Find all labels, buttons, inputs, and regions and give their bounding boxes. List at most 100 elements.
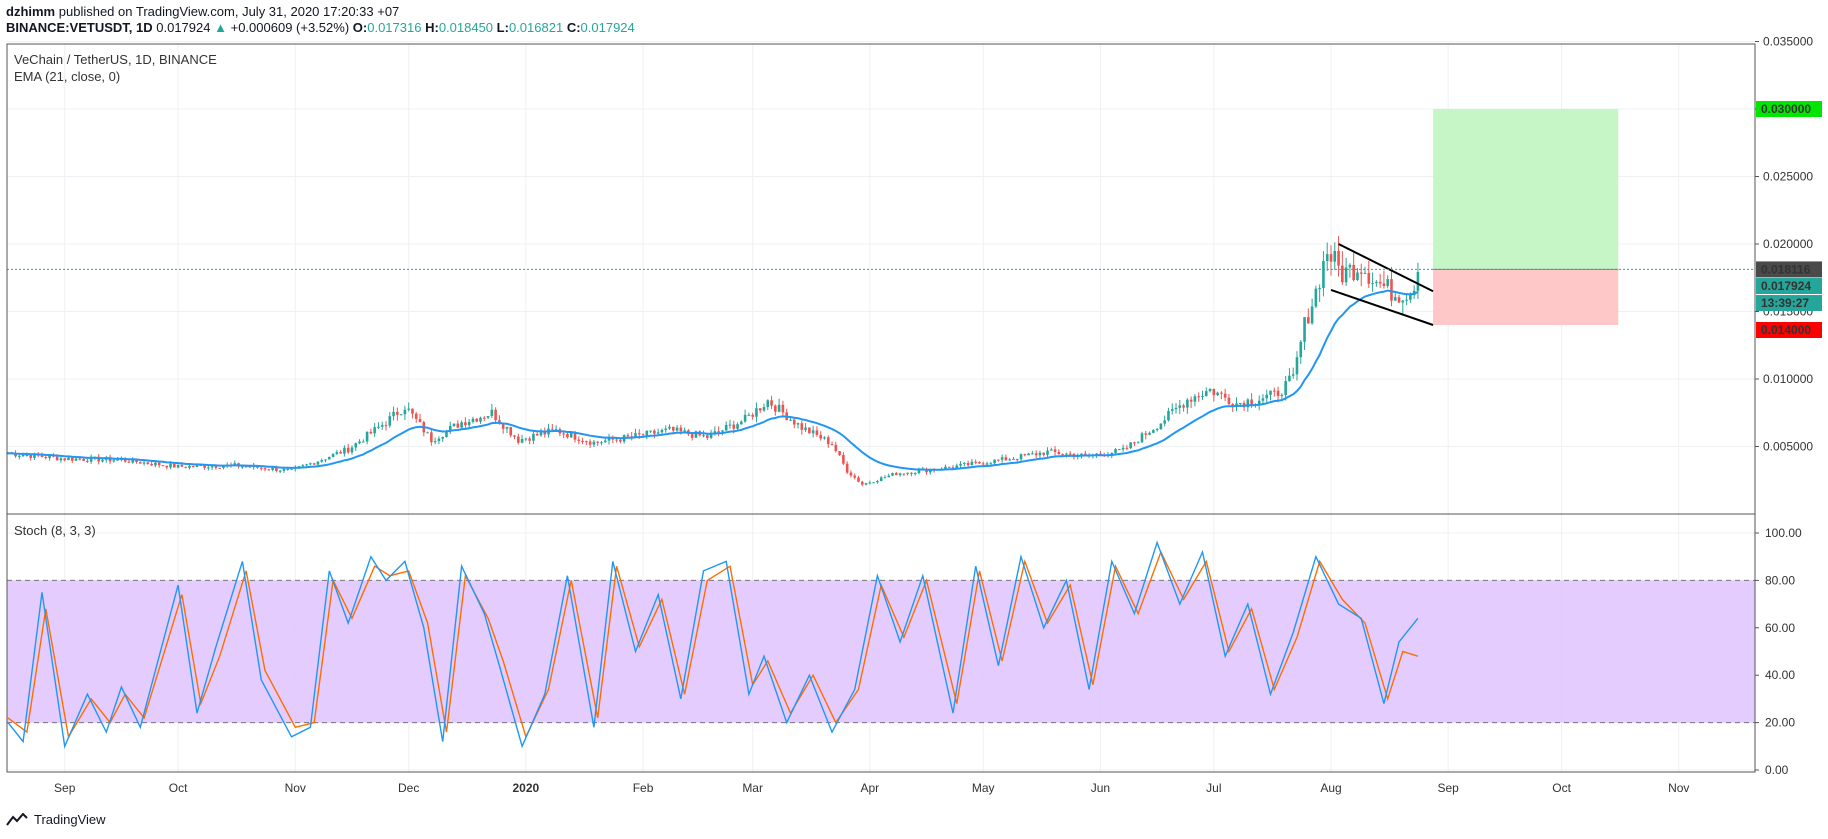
time-tick-label: Aug [1320, 781, 1341, 795]
candle [1008, 459, 1011, 461]
candle [1065, 453, 1068, 455]
candle [951, 467, 955, 469]
candle [275, 467, 278, 472]
candle [883, 477, 887, 479]
candle [615, 439, 618, 441]
time-tick-label: Sep [1438, 781, 1460, 795]
candle [286, 468, 290, 470]
candle [1288, 375, 1291, 382]
candle [641, 434, 645, 436]
candle [282, 468, 286, 471]
candle [1118, 448, 1121, 450]
high-label: H: [425, 20, 439, 35]
candle [947, 466, 951, 468]
candle [1314, 288, 1318, 307]
candle [1140, 433, 1144, 443]
time-tick-label: Jun [1091, 781, 1110, 795]
candle [123, 459, 127, 462]
candle [740, 421, 743, 425]
candle [1148, 432, 1151, 435]
candle [706, 435, 709, 438]
candle [1291, 374, 1295, 376]
candle [1084, 453, 1087, 455]
publish-info: published on TradingView.com, July 31, 2… [58, 4, 400, 19]
candle [906, 472, 909, 474]
candle [278, 470, 282, 472]
candle [1121, 447, 1125, 450]
candle [535, 433, 539, 436]
candle [1371, 283, 1374, 285]
target-zone [1433, 109, 1619, 270]
candle [709, 433, 713, 438]
candle [823, 437, 826, 439]
candle [1337, 250, 1340, 266]
price-axis[interactable]: 0.0050000.0100000.0150000.0200000.025000… [1755, 35, 1813, 454]
candle [89, 456, 93, 462]
candle [70, 457, 74, 461]
candle [1208, 388, 1212, 392]
candle [464, 422, 467, 426]
candle [1099, 453, 1102, 455]
candle [656, 432, 660, 434]
stoch-tick-label: 0.00 [1765, 763, 1789, 777]
candle [1310, 306, 1314, 324]
candle [781, 404, 785, 413]
time-tick-label: May [972, 781, 995, 795]
candle [498, 420, 501, 424]
time-axis[interactable]: Sep Oct Nov Dec 2020 Feb Mar Apr May Jun Jul Aug Sep… [54, 781, 1689, 795]
candle [963, 462, 966, 464]
candle [173, 463, 176, 468]
candle [1049, 449, 1053, 451]
candle [743, 414, 747, 422]
candle [29, 455, 32, 458]
countdown-label-bg [1756, 295, 1822, 312]
candle [577, 439, 581, 441]
candle [562, 433, 565, 435]
tradingview-logo-icon [6, 812, 28, 826]
footer: TradingView [6, 812, 106, 827]
candle [131, 458, 135, 463]
candle [898, 473, 902, 476]
candle [777, 404, 781, 412]
open-label: O: [352, 20, 368, 35]
candle [1329, 254, 1333, 262]
candle [724, 424, 728, 431]
candle [1053, 449, 1057, 453]
candle [210, 466, 214, 468]
candle [384, 425, 388, 427]
candle [588, 441, 592, 445]
stoch-axis[interactable]: 0.00 20.00 40.00 60.00 80.00 100.00 [1755, 526, 1802, 777]
candle [44, 457, 48, 459]
candle [486, 415, 490, 418]
author-name[interactable]: dzhimm [6, 4, 56, 19]
candle [626, 435, 630, 437]
candle [649, 430, 652, 432]
candle [494, 409, 497, 421]
time-tick-label: Apr [860, 781, 879, 795]
candle [902, 473, 906, 475]
candle [1276, 390, 1280, 397]
symbol-label[interactable]: BINANCE:VETUSDT, 1D [6, 20, 153, 35]
candle [675, 427, 679, 431]
candle [501, 423, 505, 429]
candle [411, 408, 414, 414]
candle [1393, 297, 1397, 301]
candle [910, 472, 913, 474]
candle [1246, 399, 1250, 408]
descending-channel[interactable] [1330, 243, 1434, 326]
candle [1416, 272, 1420, 291]
time-tick-label: Nov [285, 781, 306, 795]
candle [868, 482, 872, 484]
candle [309, 463, 312, 465]
candle [48, 455, 51, 459]
candle [112, 460, 116, 462]
candle [1152, 430, 1155, 433]
stoch-k-line [7, 540, 1419, 749]
long-position-tool[interactable] [1433, 109, 1619, 325]
candle [1348, 264, 1352, 268]
candle [1159, 423, 1163, 430]
low-label: L: [496, 20, 509, 35]
candle [1265, 394, 1269, 399]
candle [127, 461, 131, 463]
